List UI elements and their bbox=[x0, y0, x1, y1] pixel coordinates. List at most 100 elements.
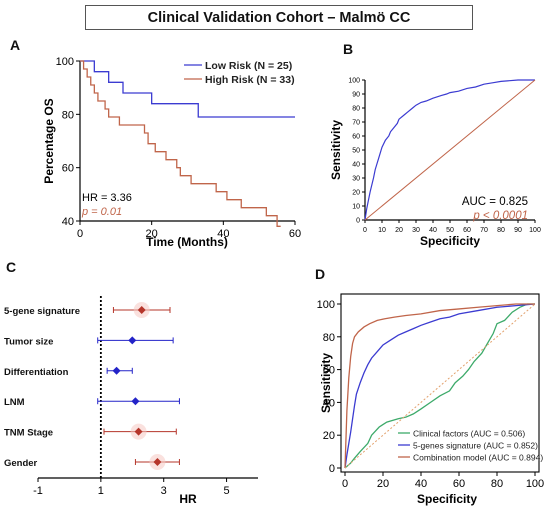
panel-label-b: B bbox=[343, 41, 353, 57]
x-tick-label: 80 bbox=[497, 227, 505, 234]
y-tick-label: 80 bbox=[352, 106, 360, 113]
panel-a-ylabel: Percentage OS bbox=[42, 98, 56, 183]
x-tick-label: 100 bbox=[529, 227, 541, 234]
x-tick-label: 10 bbox=[378, 227, 386, 234]
forest-row-label: 5-gene signature bbox=[4, 306, 80, 317]
x-tick-label: 5 bbox=[224, 485, 230, 497]
panel-a-xlabel: Time (Months) bbox=[146, 235, 228, 249]
y-tick-label: 60 bbox=[323, 365, 335, 377]
panel-a-hr-annotation: HR = 3.36 bbox=[82, 192, 132, 204]
reference-diagonal bbox=[364, 79, 536, 221]
y-tick-label: 80 bbox=[62, 109, 74, 121]
reference-diagonal bbox=[344, 303, 536, 469]
panel-d-xlabel: Specificity bbox=[417, 492, 477, 506]
panel-d-ticks: 0 20 40 60 80 100 0 20 40 60 80 100 bbox=[317, 299, 545, 490]
x-tick-label: 0 bbox=[363, 227, 367, 234]
forest-hr-point bbox=[137, 306, 146, 314]
forest-row-label: LNM bbox=[4, 397, 25, 408]
legend-high-risk: High Risk (N = 33) bbox=[205, 74, 295, 86]
x-tick-label: 40 bbox=[429, 227, 437, 234]
figure-title: Clinical Validation Cohort – Malmö CC bbox=[147, 9, 411, 26]
panel-c-forest: 5-gene signature Tumor size Differentiatio… bbox=[4, 296, 180, 478]
x-tick-label: 60 bbox=[289, 228, 301, 240]
x-tick-label: 100 bbox=[526, 478, 544, 490]
forest-hr-point bbox=[134, 427, 143, 436]
panel-b-ticks: 0 10 20 30 40 50 60 70 80 90 100 0 10 20 30 40 50 60 70 80 9… bbox=[348, 78, 541, 235]
x-tick-label: 60 bbox=[463, 227, 471, 234]
y-tick-label: 60 bbox=[62, 163, 74, 175]
low-risk-curve bbox=[80, 60, 295, 118]
panel-b-curves bbox=[364, 79, 536, 221]
x-tick-label: 1 bbox=[98, 485, 104, 497]
y-tick-label: 100 bbox=[56, 56, 74, 68]
x-tick-label: 20 bbox=[395, 227, 403, 234]
forest-row-label: TNM Stage bbox=[4, 428, 53, 439]
figure-title-box: Clinical Validation Cohort – Malmö CC bbox=[85, 5, 473, 30]
y-tick-label: 100 bbox=[348, 78, 360, 85]
x-tick-label: 20 bbox=[146, 228, 158, 240]
x-tick-label: 60 bbox=[453, 478, 465, 490]
y-tick-label: 90 bbox=[352, 92, 360, 99]
panel-label-d: D bbox=[315, 266, 325, 282]
panel-b-auc-annotation: AUC = 0.825 bbox=[462, 196, 528, 208]
forest-row-label: Tumor size bbox=[4, 336, 53, 347]
y-tick-label: 10 bbox=[352, 204, 360, 211]
panel-a-ticks: 0 20 40 60 40 60 80 100 bbox=[56, 56, 301, 240]
forest-row-label: Differentiation bbox=[4, 367, 69, 378]
panel-label-c: C bbox=[6, 259, 16, 275]
x-tick-label: 80 bbox=[491, 478, 503, 490]
x-tick-label: 20 bbox=[377, 478, 389, 490]
forest-hr-point bbox=[131, 397, 140, 406]
y-tick-label: 30 bbox=[352, 176, 360, 183]
panel-b-ylabel: Sensitivity bbox=[329, 120, 343, 180]
forest-hr-point bbox=[112, 366, 121, 375]
panel-c-xlabel: HR bbox=[179, 492, 197, 506]
panel-d: 0 20 40 60 80 100 0 20 40 60 80 100 Specificity Sen… bbox=[317, 293, 545, 506]
x-tick-label: 30 bbox=[412, 227, 420, 234]
x-tick-label: 0 bbox=[342, 478, 348, 490]
combination-curve bbox=[344, 303, 535, 469]
legend-low-risk: Low Risk (N = 25) bbox=[205, 60, 292, 72]
high-risk-curve bbox=[80, 60, 281, 227]
x-tick-label: 3 bbox=[161, 485, 167, 497]
roc-curve bbox=[364, 79, 535, 221]
panel-c-ticks: -1 1 3 5 bbox=[33, 478, 230, 497]
five-gene-curve bbox=[344, 303, 536, 469]
panel-a-p-annotation: p = 0.01 bbox=[81, 206, 122, 218]
forest-hr-point bbox=[128, 336, 137, 345]
x-tick-label: 40 bbox=[217, 228, 229, 240]
panel-a-curves bbox=[80, 60, 295, 227]
y-tick-label: 0 bbox=[329, 463, 335, 475]
y-tick-label: 20 bbox=[352, 190, 360, 197]
panel-b: 0 10 20 30 40 50 60 70 80 90 100 0 10 20 30 40 50 60 70 80 9… bbox=[329, 78, 541, 249]
y-tick-label: 80 bbox=[323, 332, 335, 344]
y-tick-label: 40 bbox=[62, 216, 74, 228]
x-tick-label: 40 bbox=[415, 478, 427, 490]
x-tick-label: -1 bbox=[33, 485, 43, 497]
y-tick-label: 70 bbox=[352, 120, 360, 127]
x-tick-label: 90 bbox=[514, 227, 522, 234]
panel-c: -1 1 3 5 5-gene signature Tumor size Differen… bbox=[4, 296, 258, 506]
clinical-factors-curve bbox=[344, 303, 535, 469]
y-tick-label: 50 bbox=[352, 148, 360, 155]
x-tick-label: 50 bbox=[446, 227, 454, 234]
forest-row-label: Gender bbox=[4, 458, 38, 469]
y-tick-label: 100 bbox=[317, 299, 335, 311]
panel-b-xlabel: Specificity bbox=[420, 234, 480, 248]
legend-entry: 5-genes signature (AUC = 0.852) bbox=[413, 441, 538, 451]
panel-b-p-annotation: p < 0.0001 bbox=[472, 210, 528, 222]
y-tick-label: 40 bbox=[352, 162, 360, 169]
panel-a: 0 20 40 60 40 60 80 100 Time (Months) Percentag… bbox=[42, 56, 301, 249]
x-tick-label: 0 bbox=[77, 228, 83, 240]
panel-label-a: A bbox=[10, 37, 20, 53]
y-tick-label: 40 bbox=[323, 397, 335, 409]
panel-d-ylabel: Sensitivity bbox=[319, 353, 333, 413]
panel-d-curves bbox=[344, 303, 536, 469]
y-tick-label: 20 bbox=[323, 430, 335, 442]
forest-hr-point bbox=[153, 458, 162, 466]
x-tick-label: 70 bbox=[480, 227, 488, 234]
panel-d-frame bbox=[340, 293, 540, 473]
legend-entry: Clinical factors (AUC = 0.506) bbox=[413, 429, 525, 439]
y-tick-label: 0 bbox=[356, 218, 360, 225]
